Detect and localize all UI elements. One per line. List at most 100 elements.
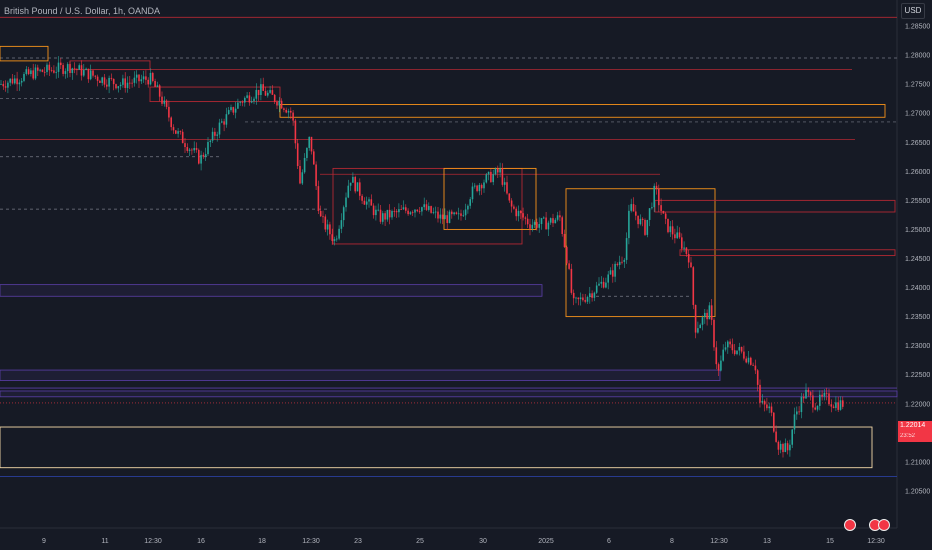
event-flag-icon[interactable] xyxy=(844,519,856,531)
candle-body xyxy=(694,304,697,333)
candle-body xyxy=(191,149,193,151)
candle-body xyxy=(324,216,327,230)
red-zone xyxy=(679,249,896,257)
candle-body xyxy=(119,84,122,87)
candle-body xyxy=(184,143,186,148)
candle-body xyxy=(607,274,609,283)
candle-body xyxy=(612,270,614,277)
currency-button[interactable]: USD xyxy=(901,3,925,19)
candle-body xyxy=(214,131,216,136)
candle-body xyxy=(287,110,290,113)
candle-body xyxy=(600,281,603,284)
event-flag-icon[interactable] xyxy=(878,519,890,531)
candle-body xyxy=(697,328,699,333)
candle-body xyxy=(154,80,156,87)
candle-body xyxy=(485,174,488,183)
candle-body xyxy=(655,185,658,189)
candle-body xyxy=(547,222,550,230)
candle-body xyxy=(101,77,103,83)
candle-body xyxy=(786,443,789,451)
candle-body xyxy=(430,206,432,213)
candle-body xyxy=(483,182,485,189)
candle-body xyxy=(342,207,345,221)
candle-body xyxy=(204,154,207,157)
candle-body xyxy=(55,71,57,73)
candle-body xyxy=(329,224,331,235)
candle-body xyxy=(48,64,51,71)
candle-body xyxy=(333,239,336,241)
orange-zone xyxy=(0,45,49,62)
candle-body xyxy=(805,389,807,399)
candle-body xyxy=(400,209,402,210)
candle-body xyxy=(411,212,414,214)
candle-body xyxy=(740,346,743,352)
candle-body xyxy=(455,212,458,214)
y-tick-label: 1.24000 xyxy=(905,285,930,292)
candle-body xyxy=(639,218,642,225)
candle-body xyxy=(372,205,375,216)
candle-body xyxy=(255,89,258,99)
candle-body xyxy=(232,107,235,113)
candle-body xyxy=(73,68,76,70)
candle-body xyxy=(368,199,370,202)
candle-body xyxy=(517,210,520,217)
candle-body xyxy=(23,73,25,81)
candle-body xyxy=(441,214,444,220)
y-tick-label: 1.22000 xyxy=(905,401,930,408)
candle-body xyxy=(759,384,761,403)
candle-body xyxy=(503,182,506,185)
candle-body xyxy=(345,197,347,208)
candle-body xyxy=(497,168,499,173)
candle-body xyxy=(616,263,619,265)
candle-body xyxy=(11,78,14,84)
candle-body xyxy=(370,199,373,206)
candle-body xyxy=(331,234,333,241)
x-tick-label: 15 xyxy=(826,538,834,545)
candle-body xyxy=(315,164,317,187)
candle-body xyxy=(782,443,784,453)
candle-body xyxy=(37,67,39,71)
candle-body xyxy=(821,394,823,397)
candle-body xyxy=(669,226,672,233)
candle-body xyxy=(807,389,810,393)
candle-body xyxy=(294,120,297,144)
candle-body xyxy=(198,149,200,164)
candle-body xyxy=(14,78,16,84)
candle-body xyxy=(416,209,419,212)
candle-body xyxy=(632,204,635,212)
candle-body xyxy=(322,216,324,218)
candle-body xyxy=(457,213,460,215)
candle-body xyxy=(439,214,442,219)
candle-body xyxy=(579,297,582,300)
candle-body xyxy=(308,136,310,148)
candle-body xyxy=(464,209,467,216)
candle-body xyxy=(175,130,177,134)
y-tick-label: 1.25000 xyxy=(905,227,930,234)
candle-body xyxy=(57,62,60,72)
candle-body xyxy=(39,69,41,71)
candle-body xyxy=(264,90,267,96)
x-tick-label: 13 xyxy=(763,538,771,545)
candle-body xyxy=(570,268,573,293)
candle-body xyxy=(453,212,455,215)
candle-body xyxy=(87,68,90,80)
candle-body xyxy=(685,247,688,254)
candle-body xyxy=(211,131,214,141)
candle-body xyxy=(354,176,356,192)
candle-body xyxy=(402,207,405,210)
candle-body xyxy=(690,262,692,268)
orange-zone xyxy=(443,167,537,230)
candle-body xyxy=(796,411,798,415)
candle-body xyxy=(451,211,453,215)
candle-body xyxy=(724,347,727,350)
candle-body xyxy=(379,209,382,222)
candle-body xyxy=(501,168,504,185)
candle-body xyxy=(292,112,294,121)
candle-body xyxy=(156,85,159,87)
candle-body xyxy=(80,65,83,76)
candle-body xyxy=(766,404,768,409)
candle-body xyxy=(770,406,773,413)
candle-body xyxy=(418,211,421,212)
candle-body xyxy=(2,83,5,87)
